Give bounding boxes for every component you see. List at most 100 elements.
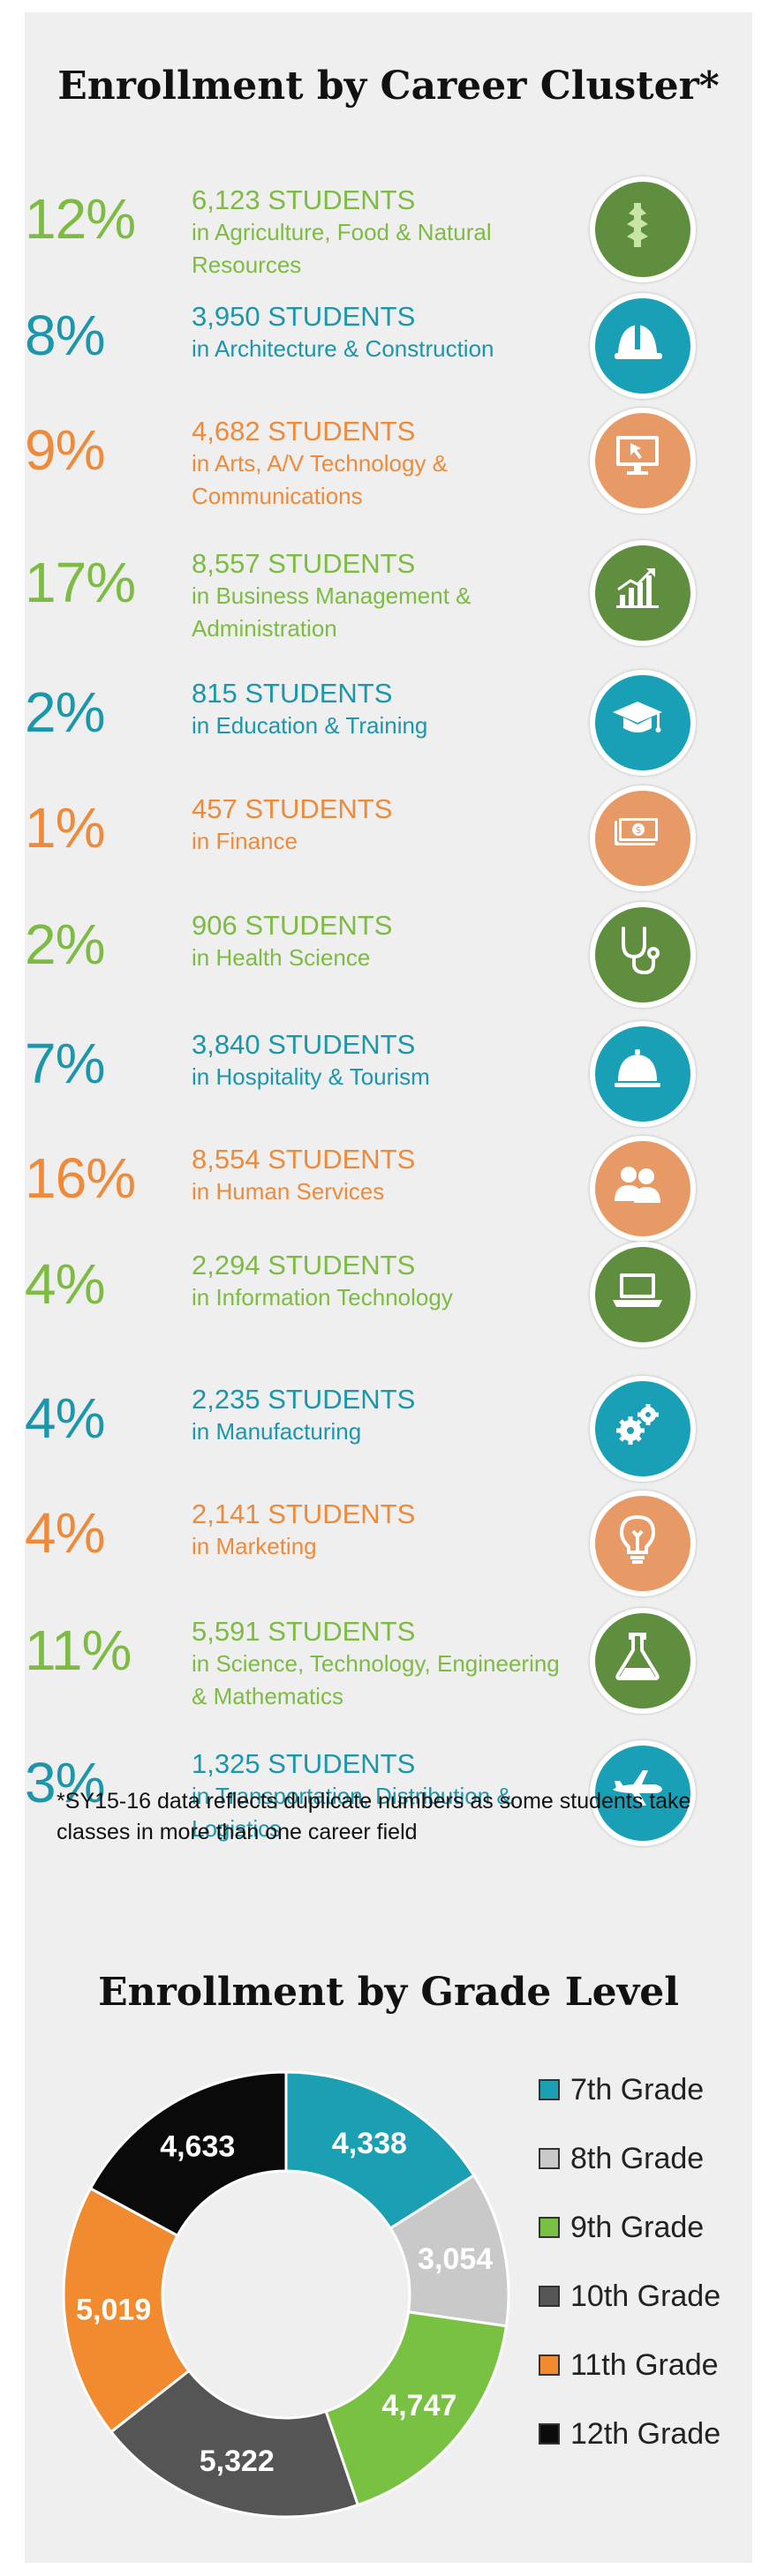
cluster-text: 815 STUDENTS in Education & Training (192, 677, 580, 742)
cluster-name: in Human Services (192, 1178, 385, 1205)
cluster-text: 8,554 STUDENTS in Human Services (192, 1143, 580, 1208)
career-cluster-row: 16% 8,554 STUDENTS in Human Services (25, 1136, 752, 1249)
donut-slice (324, 2310, 509, 2507)
cluster-text: 906 STUDENTS in Health Science (192, 909, 580, 974)
wheat-icon (590, 176, 696, 282)
legend-item: 12th Grade (539, 2415, 768, 2451)
cluster-percent: 2% (25, 680, 105, 744)
donut-value-label: 5,019 (76, 2294, 151, 2327)
cluster-name: in Finance (192, 828, 298, 854)
career-cluster-row: 2% 815 STUDENTS in Education & Training (25, 670, 752, 783)
cluster-student-count: 906 STUDENTS (192, 910, 393, 941)
legend-label: 7th Grade (570, 2073, 705, 2107)
legend-swatch (539, 2148, 560, 2169)
legend-item: 10th Grade (539, 2277, 768, 2313)
donut-value-label: 4,338 (332, 2127, 407, 2160)
cluster-name: in Information Technology (192, 1284, 453, 1311)
cluster-student-count: 3,840 STUDENTS (192, 1029, 416, 1060)
cluster-student-count: 457 STUDENTS (192, 793, 393, 824)
career-cluster-row: 11% 5,591 STUDENTS in Science, Technology,… (25, 1608, 752, 1721)
legend-item: 11th Grade (539, 2346, 768, 2382)
cluster-text: 6,123 STUDENTS in Agriculture, Food & Nat… (192, 184, 580, 282)
footnote: *SY15-16 data reflects duplicate numbers… (57, 1789, 691, 1844)
donut-slice (284, 2070, 476, 2231)
cluster-name: in Health Science (192, 944, 371, 971)
cluster-student-count: 815 STUDENTS (192, 678, 393, 709)
cluster-text: 3,840 STUDENTS in Hospitality & Tourism (192, 1028, 580, 1093)
donut-slice (109, 2369, 360, 2519)
cluster-percent: 8% (25, 304, 105, 367)
legend-label: 11th Grade (570, 2348, 719, 2382)
cluster-percent: 7% (25, 1032, 105, 1095)
cluster-percent: 4% (25, 1501, 105, 1565)
legend-label: 8th Grade (570, 2142, 705, 2175)
cluster-name: in Education & Training (192, 712, 428, 739)
career-cluster-row: 4% 2,235 STUDENTS in Manufacturing (25, 1376, 752, 1489)
monitor-cursor-icon (590, 408, 696, 514)
cluster-text: 4,682 STUDENTS in Arts, A/V Technology & … (192, 415, 580, 513)
donut-value-label: 4,633 (160, 2130, 235, 2164)
cluster-student-count: 4,682 STUDENTS (192, 416, 416, 447)
legend-label: 10th Grade (570, 2279, 721, 2313)
cluster-student-count: 2,235 STUDENTS (192, 1384, 416, 1415)
people-icon (590, 1136, 696, 1242)
hard-hat-icon (590, 293, 696, 399)
career-cluster-row: 7% 3,840 STUDENTS in Hospitality & Tourism (25, 1021, 752, 1134)
donut-slice (88, 2070, 288, 2238)
cluster-percent: 2% (25, 912, 105, 976)
career-cluster-row: 4% 2,141 STUDENTS in Marketing (25, 1491, 752, 1603)
cluster-text: 457 STUDENTS in Finance (192, 792, 580, 858)
legend-label: 12th Grade (570, 2417, 721, 2451)
career-cluster-row: 9% 4,682 STUDENTS in Arts, A/V Technology … (25, 408, 752, 521)
laptop-icon (590, 1242, 696, 1348)
cluster-text: 1,325 STUDENTS in Transportation, Distrib… (192, 1747, 580, 1845)
career-cluster-row: 1% 457 STUDENTS in Finance $ (25, 785, 752, 898)
airplane-icon (590, 1740, 696, 1846)
legend-label: 9th Grade (570, 2211, 705, 2244)
money-icon: $ (590, 785, 696, 891)
cluster-student-count: 2,141 STUDENTS (192, 1498, 416, 1529)
cluster-text: 2,141 STUDENTS in Marketing (192, 1498, 580, 1563)
legend-item: 7th Grade (539, 2070, 768, 2107)
cluster-text: 5,591 STUDENTS in Science, Technology, En… (192, 1615, 580, 1713)
cluster-name: in Arts, A/V Technology & Communications (192, 450, 449, 509)
cluster-percent: 4% (25, 1252, 105, 1316)
cluster-student-count: 1,325 STUDENTS (192, 1748, 416, 1779)
legend-swatch (539, 2354, 560, 2376)
cluster-name: in Transportation, Distribution & Logist… (192, 1783, 512, 1842)
donut-slice (62, 2186, 192, 2434)
career-cluster-row: 8% 3,950 STUDENTS in Architecture & Constr… (25, 293, 752, 406)
grade-level-donut-chart: 4,338 3,054 4,747 5,322 5,019 4,633 (62, 2070, 510, 2519)
cluster-name: in Science, Technology, Engineering & Ma… (192, 1650, 560, 1709)
flask-icon (590, 1608, 696, 1714)
cluster-text: 2,294 STUDENTS in Information Technology (192, 1249, 580, 1314)
cluster-name: in Architecture & Construction (192, 335, 494, 362)
career-cluster-row: 4% 2,294 STUDENTS in Information Technolog… (25, 1242, 752, 1355)
graduation-cap-icon (590, 670, 696, 776)
cluster-name: in Business Management & Administration (192, 582, 471, 642)
cluster-text: 3,950 STUDENTS in Architecture & Construc… (192, 300, 580, 365)
donut-value-label: 3,054 (418, 2242, 493, 2276)
legend-swatch (539, 2217, 560, 2238)
cluster-student-count: 6,123 STUDENTS (192, 184, 416, 215)
service-bell-icon (590, 1021, 696, 1127)
legend-item: 9th Grade (539, 2208, 768, 2244)
career-cluster-row: 2% 906 STUDENTS in Health Science (25, 902, 752, 1015)
cluster-percent: 17% (25, 551, 136, 614)
bar-chart-icon (590, 540, 696, 646)
cluster-name: in Manufacturing (192, 1418, 362, 1445)
legend-item: 8th Grade (539, 2139, 768, 2175)
cluster-text: 2,235 STUDENTS in Manufacturing (192, 1383, 580, 1448)
career-cluster-row: 17% 8,557 STUDENTS in Business Management … (25, 540, 752, 653)
donut-value-label: 5,322 (200, 2445, 275, 2478)
cluster-percent: 9% (25, 418, 105, 482)
legend-swatch (539, 2286, 560, 2307)
cluster-student-count: 2,294 STUDENTS (192, 1250, 416, 1280)
career-cluster-row: 12% 6,123 STUDENTS in Agriculture, Food & … (25, 176, 752, 289)
svg-text:$: $ (636, 824, 642, 836)
career-cluster-title: Enrollment by Career Cluster* (57, 64, 720, 109)
donut-value-label: 4,747 (381, 2389, 456, 2422)
cluster-percent: 4% (25, 1386, 105, 1450)
cluster-name: in Hospitality & Tourism (192, 1063, 430, 1090)
cluster-name: in Agriculture, Food & Natural Resources (192, 219, 492, 278)
